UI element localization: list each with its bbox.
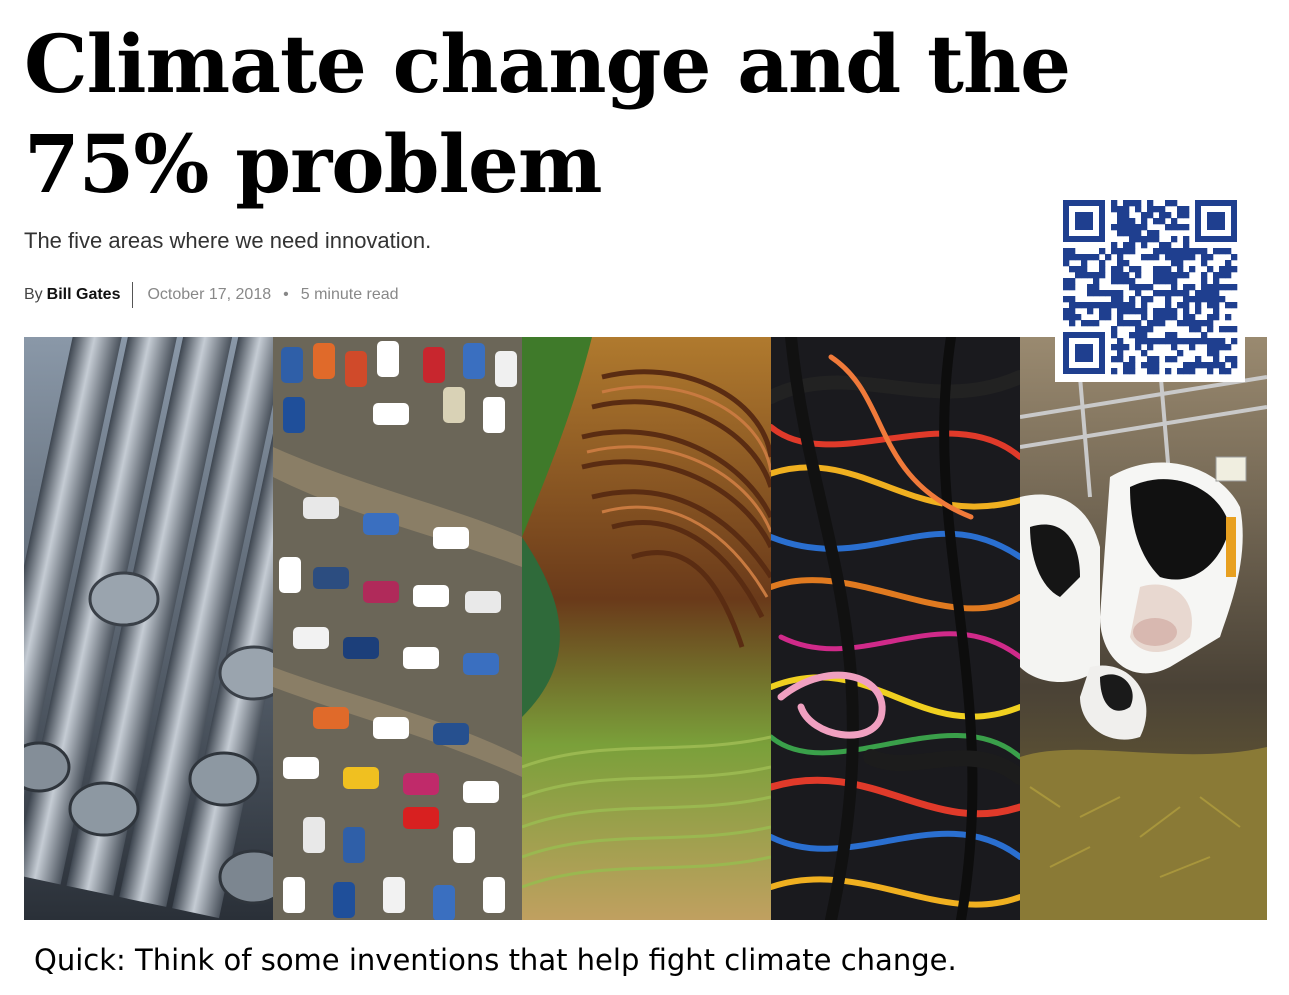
byline-by: By (24, 286, 43, 303)
terraced-farmland-image (522, 337, 771, 920)
publish-date: October 17, 2018 (147, 286, 272, 303)
author-link[interactable]: Bill Gates (46, 286, 121, 303)
steel-rods-image (24, 337, 273, 920)
byline-separator: • (283, 286, 289, 303)
electrical-cables-image (771, 337, 1020, 920)
byline-divider (132, 282, 134, 308)
article-headline: Climate change and the 75% problem (24, 17, 1071, 211)
slide-caption: Quick: Think of some inventions that hel… (34, 943, 957, 977)
article-subtitle: The five areas where we need innovation. (24, 228, 432, 253)
hero-image-collage (24, 337, 1267, 920)
dairy-cows-image (1020, 337, 1267, 920)
byline: By Bill Gates October 17, 2018 • 5 minut… (24, 282, 399, 308)
read-time: 5 minute read (300, 286, 399, 303)
parked-cars-image (273, 337, 522, 920)
qr-code-icon[interactable] (1055, 192, 1245, 382)
